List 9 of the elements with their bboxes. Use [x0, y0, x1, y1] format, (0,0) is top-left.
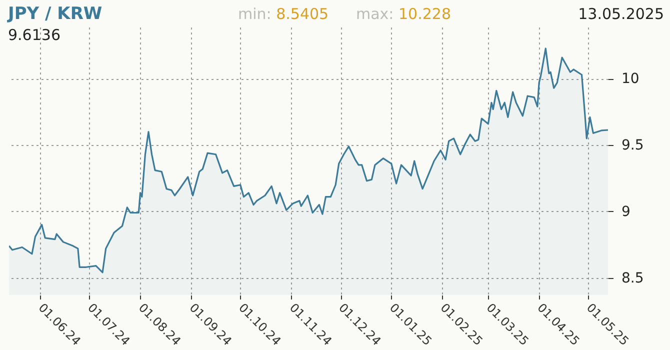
y-tick-label: 10: [622, 71, 640, 88]
y-tick-label: 8.5: [622, 270, 644, 286]
y-tick-label: 9.5: [622, 138, 644, 154]
y-tick-label: 9: [622, 204, 630, 220]
text: min: 8.5405: [238, 5, 329, 23]
text: 13.05.2025: [578, 5, 664, 23]
annotation: 9.6136: [8, 26, 60, 44]
text: max: 10.228: [356, 5, 452, 23]
chart-title: JPY / KRW: [8, 4, 102, 24]
